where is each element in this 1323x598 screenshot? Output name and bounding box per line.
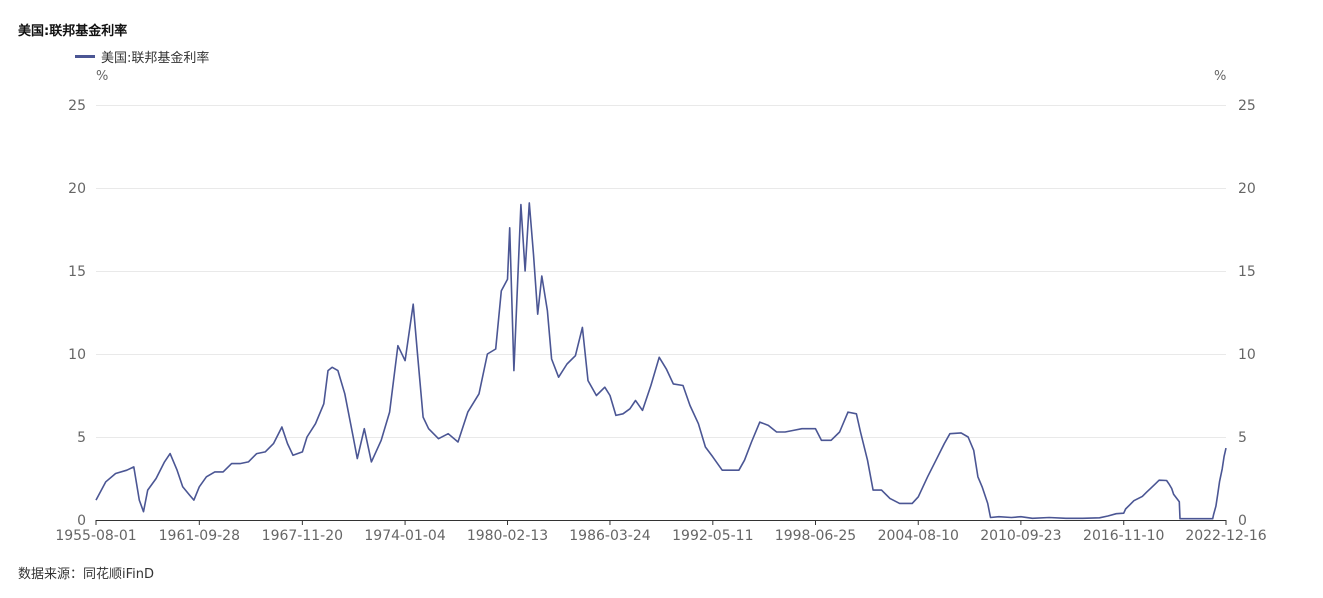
y-tick-label-right: 15: [1238, 264, 1256, 280]
y-tick-label-right: 10: [1238, 347, 1256, 363]
grid-lines: [96, 105, 1226, 438]
x-tick-label: 1974-01-04: [364, 528, 445, 544]
legend-label: 美国:联邦基金利率: [101, 51, 210, 66]
legend-swatch: [75, 55, 95, 58]
y-tick-label-left: 0: [77, 513, 86, 529]
y-tick-label-left: 10: [68, 347, 86, 363]
x-tick-label: 1955-08-01: [55, 528, 136, 544]
x-tick-label: 1961-09-28: [159, 528, 240, 544]
y-tick-label-left: 15: [68, 264, 86, 280]
y-tick-label-right: 0: [1238, 513, 1247, 529]
y-tick-label-left: 5: [77, 430, 86, 446]
left-axis-unit: %: [96, 69, 109, 84]
y-tick-label-right: 25: [1238, 98, 1256, 114]
chart-title: 美国:联邦基金利率: [18, 24, 128, 39]
x-tick-label: 1986-03-24: [569, 528, 650, 544]
y-tick-label-left: 20: [68, 181, 86, 197]
x-tick-label: 2016-11-10: [1083, 528, 1164, 544]
legend[interactable]: 美国:联邦基金利率: [75, 47, 209, 66]
right-y-axis: 0 5 10 15 20 25: [1238, 98, 1256, 529]
x-tick-label: 1980-02-13: [467, 528, 548, 544]
x-axis: 1955-08-01 1961-09-28 1967-11-20 1974-01-04…: [55, 520, 1267, 544]
x-tick-label: 2010-09-23: [980, 528, 1061, 544]
x-tick-label: 1967-11-20: [262, 528, 343, 544]
y-tick-label-right: 5: [1238, 430, 1247, 446]
y-tick-label-left: 25: [68, 98, 86, 114]
x-tick-label: 1992-05-11: [672, 528, 753, 544]
x-tick-label: 1998-06-25: [775, 528, 856, 544]
left-y-axis: 0 5 10 15 20 25: [68, 98, 86, 529]
x-tick-label: 2004-08-10: [878, 528, 959, 544]
x-tick-label: 2022-12-16: [1185, 528, 1266, 544]
series-line-fed-funds-rate: [95, 202, 1227, 520]
right-axis-unit: %: [1214, 69, 1227, 84]
y-tick-label-right: 20: [1238, 181, 1256, 197]
data-source: 数据来源：同花顺iFinD: [18, 567, 155, 582]
